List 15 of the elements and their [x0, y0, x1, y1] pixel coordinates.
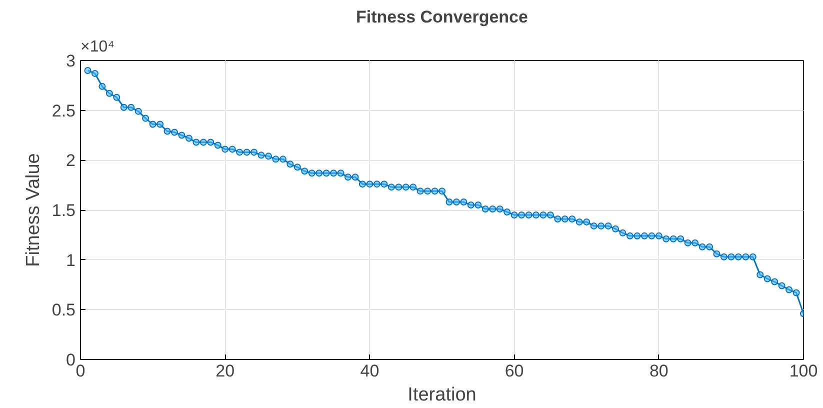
x-tick-label: 20: [216, 362, 235, 380]
y-tick-label: 1: [66, 250, 76, 270]
y-axis-title: Fitness Value: [22, 153, 44, 267]
x-tick-label: 100: [789, 362, 818, 380]
x-tick-label: 80: [649, 362, 668, 380]
x-tick-label: 60: [504, 362, 524, 380]
x-axis-title: Iteration: [408, 384, 476, 406]
y-tick-label: 3: [66, 52, 76, 70]
y-tick-label: 2: [66, 151, 76, 170]
y-tick-label: 1.5: [52, 201, 76, 220]
chart-title: Fitness Convergence: [356, 8, 528, 26]
x-tick-label: 40: [360, 362, 380, 380]
text: ×10⁴: [80, 38, 115, 56]
y-tick-label: 0.5: [52, 300, 76, 320]
y-tick-label: 2.5: [52, 101, 76, 120]
